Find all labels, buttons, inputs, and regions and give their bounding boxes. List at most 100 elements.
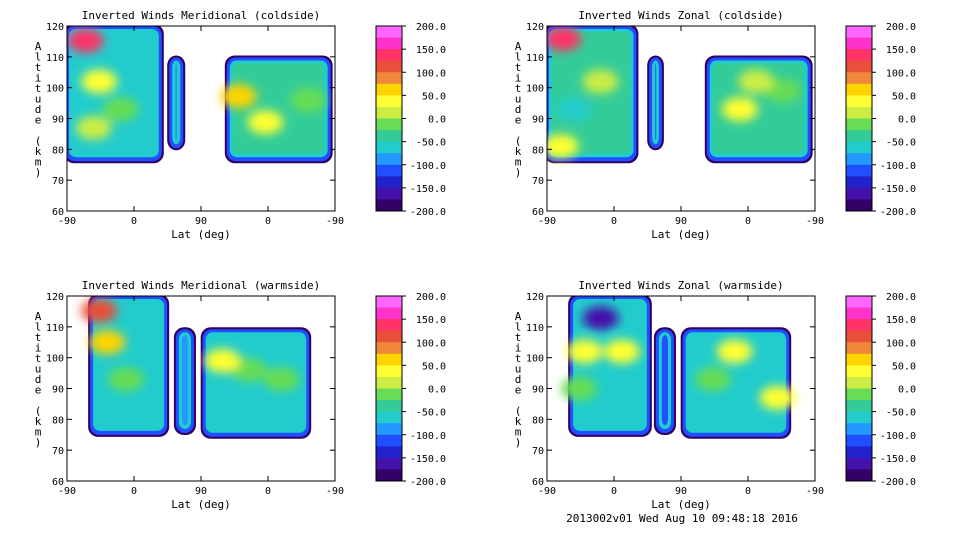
contour-fill [655,63,657,141]
colorbar-tick-label: -200.0 [880,477,916,488]
colorbar-swatch [376,187,402,200]
colorbar-swatch [376,130,402,143]
y-tick-label: 110 [526,53,544,64]
y-tick-label: 100 [46,84,64,95]
y-tick-label: 70 [52,176,64,187]
colorbar: 200.0 150.0 100.0 50.0 0.0 -50.0 -100.0 -150.0 -… [845,22,916,218]
colorbar-swatch [376,411,402,424]
x-tick-label: 0 [265,216,271,227]
contour-spot [547,134,579,159]
colorbar-swatch [376,60,402,73]
colorbar-tick-label: -150.0 [410,184,446,195]
data-region-2 [173,327,196,436]
contour-spot [263,367,300,392]
colorbar-swatch [846,296,872,309]
y-tick-label: 90 [52,115,64,126]
contour-spot [759,385,796,410]
chart-panel-2: Inverted Winds Zonal (coldside) -90 0 90 0 -9… [515,9,916,241]
y-tick-label: 70 [532,446,544,457]
y-tick-label: 70 [52,446,64,457]
x-tick-label: 90 [195,486,207,497]
colorbar-swatch [846,141,872,154]
x-tick-label: 90 [675,216,687,227]
colorbar-tick-label: 0.0 [898,115,916,126]
data-region-2 [167,55,186,151]
y-tick-label: 60 [532,477,544,488]
colorbar-tick-label: -100.0 [410,161,446,172]
data-region-3 [200,327,312,439]
colorbar-swatch [376,176,402,189]
x-tick-label: -90 [58,216,76,227]
colorbar-swatch [376,469,402,482]
x-tick-label: 0 [611,486,617,497]
colorbar-swatch [846,187,872,200]
x-axis-label: Lat (deg) [171,498,231,511]
colorbar-swatch [846,376,872,389]
colorbar-tick-label: 100.0 [886,68,916,79]
y-tick-label: 120 [46,22,64,33]
data-region-1 [561,296,652,437]
colorbar-swatch [376,106,402,119]
colorbar-swatch [846,199,872,212]
colorbar-tick-label: 150.0 [886,45,916,56]
y-tick-label: 90 [532,385,544,396]
colorbar-swatch [376,296,402,309]
contour-spots [81,298,144,392]
contour-spot [220,84,257,109]
colorbar-tick-label: 200.0 [416,22,446,33]
y-tick-label: 110 [526,323,544,334]
contour-spot [582,69,619,94]
data-region-1 [81,296,170,437]
colorbar-tick-label: 50.0 [892,361,916,372]
colorbar-swatch [846,95,872,108]
colorbar-swatch [846,49,872,62]
data-region-3 [680,327,796,439]
y-tick-label: 120 [526,22,544,33]
x-axis-label: Lat (deg) [651,498,711,511]
colorbar-tick-label: -100.0 [410,431,446,442]
plot-area [547,26,813,164]
colorbar-swatch [376,95,402,108]
colorbar-swatch [376,141,402,154]
colorbar-swatch [376,376,402,389]
colorbar-tick-label: 200.0 [886,22,916,33]
contour-spot [716,339,753,364]
x-tick-label: -90 [326,216,344,227]
colorbar: 200.0 150.0 100.0 50.0 0.0 -50.0 -100.0 -150.0 -… [375,22,446,218]
contour-fill [661,335,668,426]
colorbar-swatch [376,153,402,166]
plot-area [561,296,796,439]
contour-spots [204,348,300,392]
colorbar-swatch [376,49,402,62]
chart-panel-3: Inverted Winds Meridional (warmside) -90 0… [35,279,446,511]
colorbar-swatch [376,164,402,177]
colorbar-tick-label: 0.0 [898,385,916,396]
colorbar-swatch [376,388,402,401]
colorbar-tick-label: 0.0 [428,385,446,396]
colorbar-swatch [846,469,872,482]
colorbar-tick-label: 100.0 [886,338,916,349]
contour-spot [547,26,582,51]
data-region-2 [647,55,664,151]
contour-spot [204,348,241,373]
colorbar-tick-label: -50.0 [886,138,916,149]
x-tick-label: -90 [538,216,556,227]
contour-spot [738,69,775,94]
chart-title: Inverted Winds Zonal (warmside) [578,279,783,292]
colorbar-swatch [846,457,872,470]
contour-spots [721,69,801,122]
y-tick-label: 80 [52,145,64,156]
contour-spot [721,97,758,122]
contour-spot [89,330,126,355]
contour-spot [582,306,619,331]
colorbar-tick-label: -150.0 [410,454,446,465]
contour-spot [81,298,118,323]
colorbar-tick-label: -200.0 [410,477,446,488]
colorbar-swatch [846,153,872,166]
colorbar-swatch [846,423,872,436]
contour-fill [181,335,188,426]
colorbar-swatch [376,118,402,131]
y-tick-label: 80 [52,415,64,426]
